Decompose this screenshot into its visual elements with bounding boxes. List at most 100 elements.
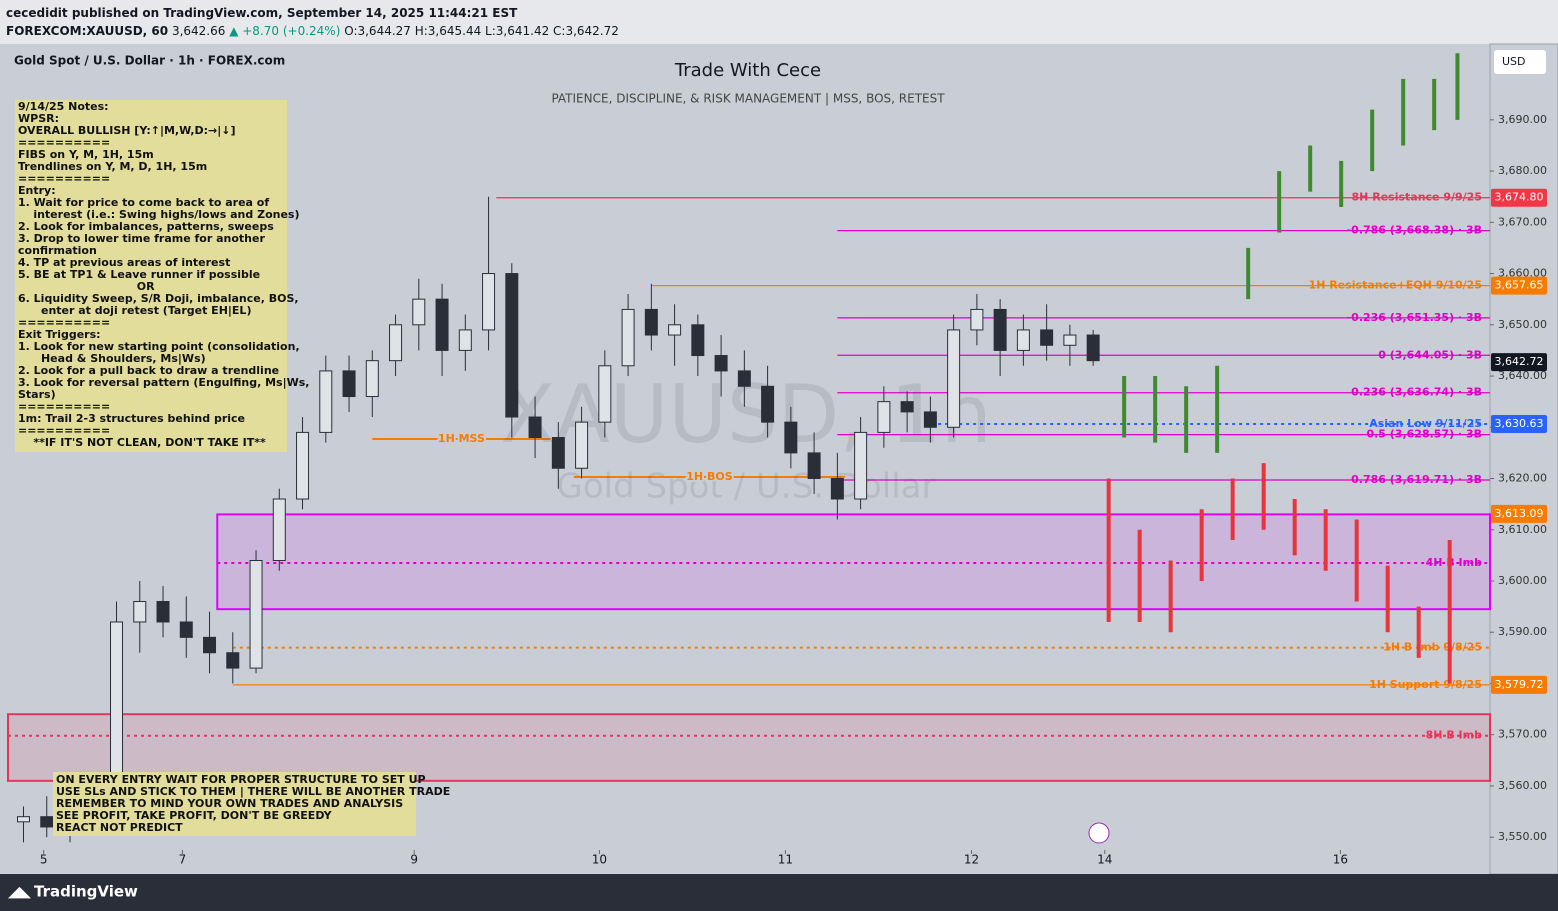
candle-body xyxy=(17,816,31,823)
note-line: OR xyxy=(18,280,155,293)
symbol: FOREXCOM:XAUUSD, 60 xyxy=(6,24,169,38)
note-line: 1m: Trail 2-3 structures behind price xyxy=(18,412,245,425)
level-label: 0.236 (3,636.74) · 3B xyxy=(1351,386,1482,399)
note-line: Exit Triggers: xyxy=(18,328,101,341)
note-line: 2. Look for imbalances, patterns, sweeps xyxy=(18,220,274,233)
y-tick-label: 3,560.00 xyxy=(1498,779,1547,792)
chart-title: Trade With Cece xyxy=(674,60,821,81)
level-label: 4H B Imb xyxy=(1426,556,1482,569)
currency-button[interactable] xyxy=(1494,50,1546,74)
level-label: 0 (3,644.05) · 3B xyxy=(1378,348,1482,361)
note-line: Head & Shoulders, Ms|Ws) xyxy=(18,352,206,365)
level-label: 1H Resistance+EQH 9/10/25 xyxy=(1309,279,1482,292)
structure-label: 1H BOS xyxy=(686,470,732,483)
note-line: 6. Liquidity Sweep, S/R Doji, imbalance,… xyxy=(18,292,299,305)
candle-body xyxy=(784,421,798,454)
y-tick-label: 3,590.00 xyxy=(1498,625,1547,638)
chart-subtitle: PATIENCE, DISCIPLINE, & RISK MANAGEMENT … xyxy=(551,92,945,106)
y-tick-label: 3,680.00 xyxy=(1498,164,1547,177)
candle-body xyxy=(621,308,635,367)
candle-body xyxy=(365,360,379,398)
price-tag xyxy=(1491,353,1547,372)
legend: Gold Spot / U.S. Dollar · 1h · FOREX.com xyxy=(14,54,285,68)
note-line: OVERALL BULLISH [Y:↑|M,W,D:→|↓] xyxy=(18,124,236,137)
note-line: 1. Look for new starting point (consolid… xyxy=(18,340,300,353)
brand-logo: ◢◣ xyxy=(8,883,32,901)
candle-body xyxy=(342,370,356,398)
x-tick-label: 7 xyxy=(179,853,187,867)
candle-body xyxy=(203,636,217,654)
ohlc: O:3,644.27 H:3,645.44 L:3,641.42 C:3,642… xyxy=(344,24,619,38)
publisher: cecedidit published on TradingView.com, … xyxy=(6,6,518,20)
y-tick-label: 3,610.00 xyxy=(1498,523,1547,536)
x-tick-label: 10 xyxy=(592,853,607,867)
footer-note-line: USE SLs AND STICK TO THEM | THERE WILL B… xyxy=(56,785,450,798)
candle-body xyxy=(1016,329,1030,351)
footer-notes-box xyxy=(53,772,416,836)
watermark-sub: Gold Spot / U.S. Dollar xyxy=(557,467,936,507)
note-line: Stars) xyxy=(18,388,56,401)
note-line: Entry: xyxy=(18,184,56,197)
candle-body xyxy=(575,421,589,469)
candle-body xyxy=(272,498,286,561)
price-tag-label: 3,630.63 xyxy=(1495,417,1544,430)
footer-note-line: REMEMBER TO MIND YOUR OWN TRADES AND ANA… xyxy=(56,797,403,810)
candle-body xyxy=(900,401,914,413)
footer-bar xyxy=(0,874,1558,911)
note-line: Trendlines on Y, M, D, 1H, 15m xyxy=(18,160,207,173)
level-label: -0.236 (3,651.35) · 3B xyxy=(1347,311,1482,324)
note-line: 4. TP at previous areas of interest xyxy=(18,256,230,269)
note-line: 9/14/25 Notes: xyxy=(18,100,109,113)
event-icon[interactable] xyxy=(1088,822,1110,844)
header: cecedidit published on TradingView.com, … xyxy=(6,4,619,40)
candle-body xyxy=(551,437,565,469)
candle-body xyxy=(528,416,542,439)
candle-body xyxy=(412,298,426,326)
candle-body xyxy=(1040,329,1054,346)
candle-body xyxy=(389,324,403,362)
candle-body xyxy=(877,401,891,433)
footer-note-line: SEE PROFIT, TAKE PROFIT, DON'T BE GREEDY xyxy=(56,809,333,822)
candle-body xyxy=(644,308,658,336)
price-tag xyxy=(1491,675,1547,694)
notes-box xyxy=(15,100,287,452)
candle-body xyxy=(156,600,170,623)
x-tick-label: 5 xyxy=(40,853,48,867)
candle-body xyxy=(993,308,1007,351)
candle-body xyxy=(319,370,333,433)
note-line: ========== xyxy=(18,172,110,185)
level-label: -0.786 (3,668.38) · 3B xyxy=(1347,224,1482,237)
price-tag-label: 3,642.72 xyxy=(1495,355,1544,368)
y-tick-label: 3,670.00 xyxy=(1498,215,1547,228)
note-line: 2. Look for a pull back to draw a trendl… xyxy=(18,364,279,377)
change: ▲ +8.70 (+0.24%) xyxy=(229,24,341,38)
price-tag xyxy=(1491,188,1547,207)
note-line: 1. Wait for price to come back to area o… xyxy=(18,196,269,209)
candle-body xyxy=(947,329,961,428)
level-label: 0.786 (3,619.71) · 3B xyxy=(1351,473,1482,486)
candle-body xyxy=(830,478,844,500)
x-tick-label: 9 xyxy=(410,853,418,867)
candle-body xyxy=(691,324,705,357)
last: 3,642.66 xyxy=(171,24,226,38)
brand[interactable]: TradingView xyxy=(34,883,138,901)
structure-label: 1H MSS xyxy=(438,432,485,445)
y-tick-label: 3,650.00 xyxy=(1498,318,1547,331)
y-tick-label: 3,600.00 xyxy=(1498,574,1547,587)
note-line: ========== xyxy=(18,400,110,413)
x-tick-label: 16 xyxy=(1333,853,1348,867)
note-line: ========== xyxy=(18,316,110,329)
level-label: 1H B Imb 9/8/25 xyxy=(1383,641,1482,654)
candle-body xyxy=(482,273,496,331)
zone xyxy=(216,513,1492,611)
price-axis xyxy=(1489,43,1558,875)
zone xyxy=(7,713,1491,782)
note-line: enter at doji retest (Target EH|EL) xyxy=(18,304,251,317)
currency[interactable]: USD xyxy=(1502,55,1526,68)
candle-body xyxy=(40,816,54,828)
note-line: confirmation xyxy=(18,244,97,257)
note-line: FIBS on Y, M, 1H, 15m xyxy=(18,148,154,161)
price-tag xyxy=(1491,504,1547,523)
price-tag-label: 3,674.80 xyxy=(1495,191,1544,204)
